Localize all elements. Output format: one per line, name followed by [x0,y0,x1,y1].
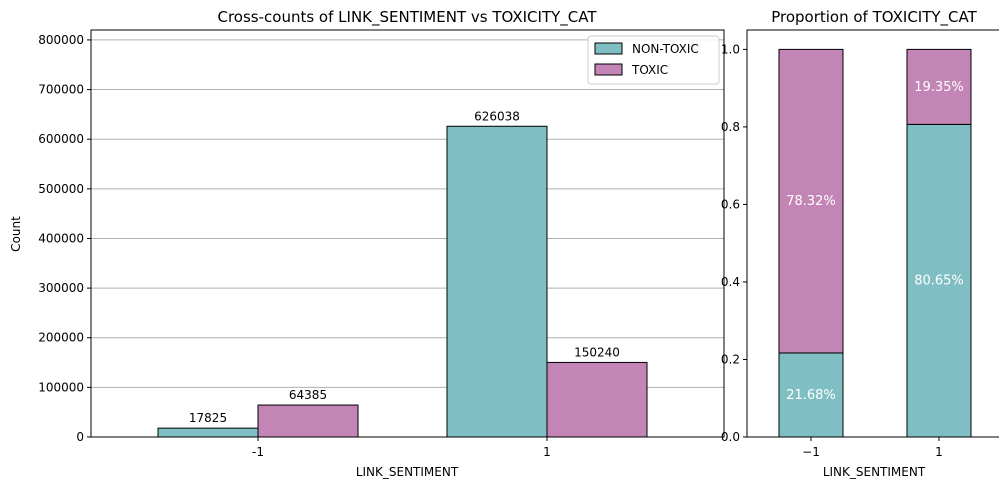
legend-swatch-nontoxic [594,42,623,55]
bar-toxic-1 [257,404,359,438]
y-axis-label: Count [9,216,23,252]
percent-label: 19.35% [914,80,964,95]
bar-value-label: 17825 [189,411,227,425]
bar-value-label: 150240 [574,345,620,359]
segment-non-toxic-1 [906,123,972,438]
y-tick-label: 0 [76,430,84,444]
segment-toxic-1 [906,48,972,125]
y-tick-label: 700000 [38,83,84,97]
y-ticks: 0 100000 200000 300000 400000 500000 600000 700… [38,33,91,444]
chart-title: Proportion of TOXICITY_CAT [771,8,977,27]
bar-value-label: 626038 [474,109,520,123]
plot-frame [90,29,725,438]
proportion-chart: Proportion of TOXICITY_CAT 21.68% 78.32% 8… [721,8,999,479]
bar-non-toxic-1 [157,427,259,438]
x-tick-label: 1 [543,445,551,459]
y-tick-label: 100000 [38,380,84,394]
bar-labels: 17825 626038 64385 150240 [189,109,620,425]
x-tick-label: -1 [252,445,264,459]
x-axis-label: LINK_SENTIMENT [356,465,459,479]
legend: NON-TOXIC TOXIC [587,35,720,85]
y-ticks: 0.0 0.2 0.4 0.6 0.8 1.0 [721,42,747,444]
segment-non-toxic-1 [778,352,844,438]
legend-swatch-toxic [594,63,623,76]
percent-label: 80.65% [914,274,964,289]
bar-non-toxic-1 [446,125,548,438]
y-tick-label: 400000 [38,231,84,245]
gridlines [91,39,724,388]
bar-toxic-1 [546,361,648,438]
y-tick-label: 1.0 [721,42,740,56]
chart-title: Cross-counts of LINK_SENTIMENT vs TOXICI… [218,8,598,27]
bars [157,125,648,438]
y-tick-label: 0.0 [721,430,740,444]
percent-label: 21.68% [786,388,836,403]
x-tick-label: 1 [935,445,943,459]
y-tick-label: 0.4 [721,275,740,289]
percent-labels: 21.68% 78.32% 80.65% 19.35% [786,80,964,403]
bar-value-label: 64385 [289,388,327,402]
legend-label-toxic: TOXIC [631,63,668,77]
y-tick-label: 0.2 [721,352,740,366]
y-tick-label: 600000 [38,132,84,146]
cross-counts-chart: Cross-counts of LINK_SENTIMENT vs TOXICI… [9,8,725,479]
x-axis-label: LINK_SENTIMENT [823,465,926,479]
x-ticks: -1 1 [252,437,551,459]
x-ticks: −1 1 [802,437,943,459]
y-tick-label: 500000 [38,182,84,196]
legend-label-nontoxic: NON-TOXIC [632,42,699,56]
y-tick-label: 300000 [38,281,84,295]
y-tick-label: 0.6 [721,197,740,211]
percent-label: 78.32% [786,194,836,209]
y-tick-label: 200000 [38,331,84,345]
x-tick-label: −1 [802,445,820,459]
plot-frame [746,29,999,438]
y-tick-label: 0.8 [721,120,740,134]
stacked-bars [778,48,972,438]
segment-toxic-1 [778,48,844,354]
y-tick-label: 800000 [38,33,84,47]
